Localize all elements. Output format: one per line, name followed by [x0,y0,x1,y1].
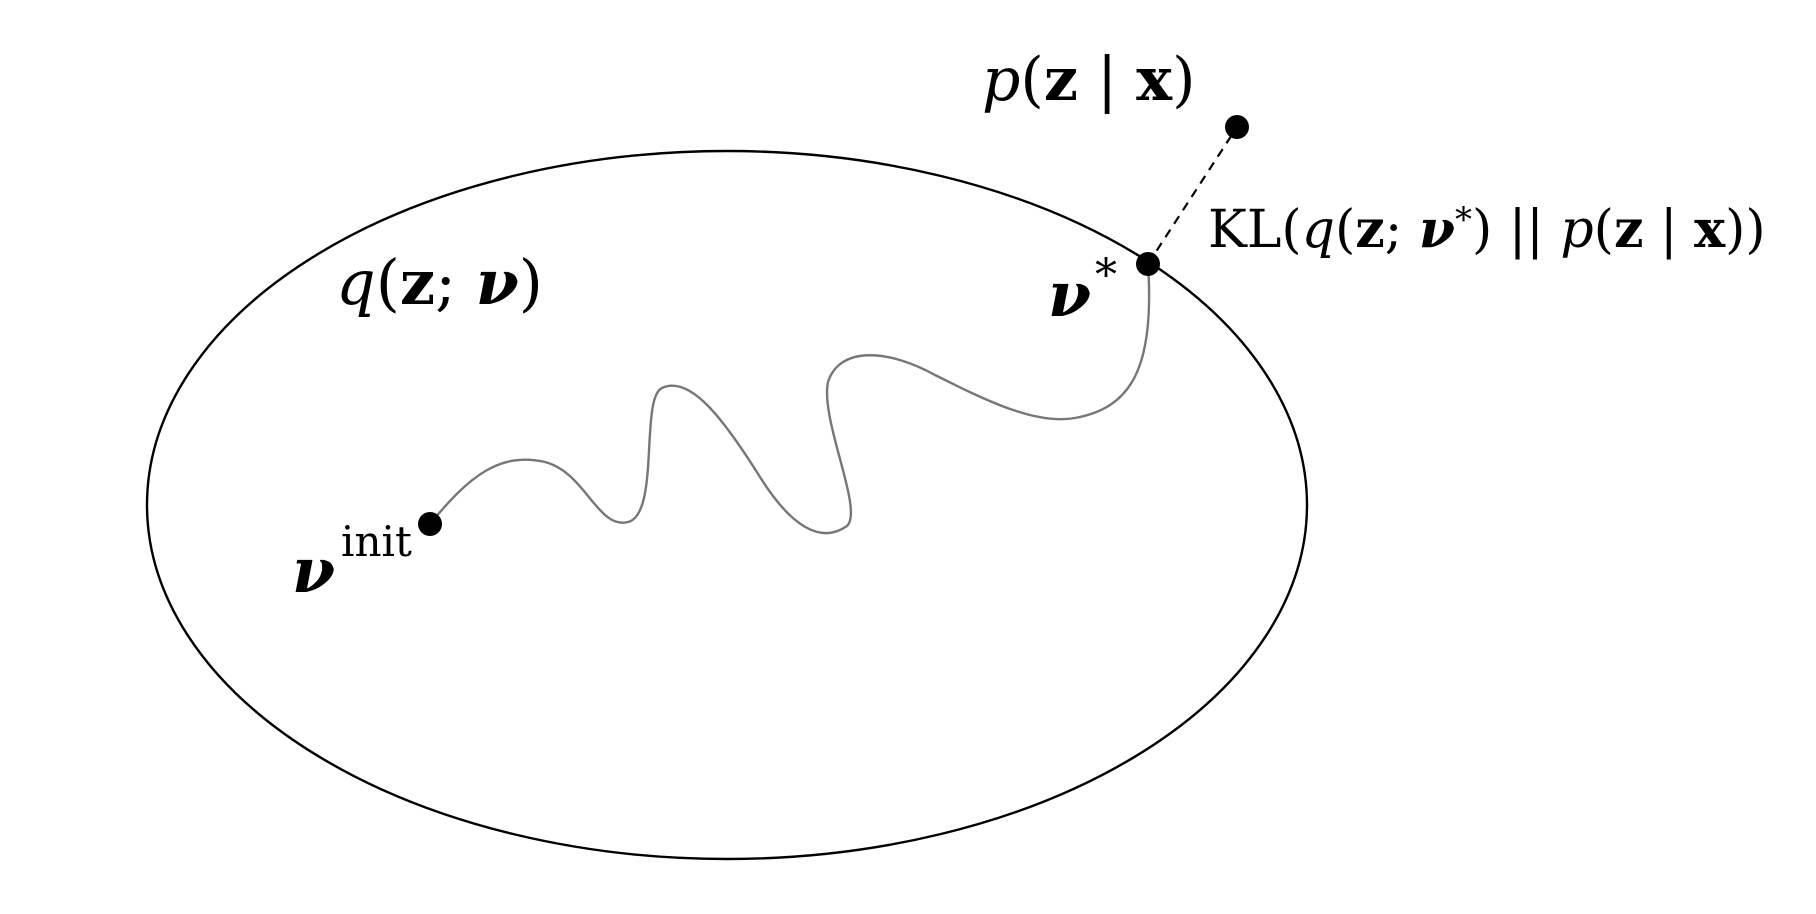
variational-family-ellipse [145,149,1309,861]
posterior-label: p(z | x) [982,45,1196,115]
initial-point [418,512,442,536]
kl-divergence-label: KL(q(z; ν*) || p(z | x)) [1208,199,1766,260]
initial-parameter-label: ν init [292,517,412,607]
optimal-parameter-label: ν* [1048,250,1118,331]
posterior-point [1225,115,1249,139]
variational-family-label: q(z; ν) [336,246,543,319]
optimization-path [429,263,1151,535]
kl-divergence-line [1147,126,1238,265]
optimal-point [1136,252,1160,276]
